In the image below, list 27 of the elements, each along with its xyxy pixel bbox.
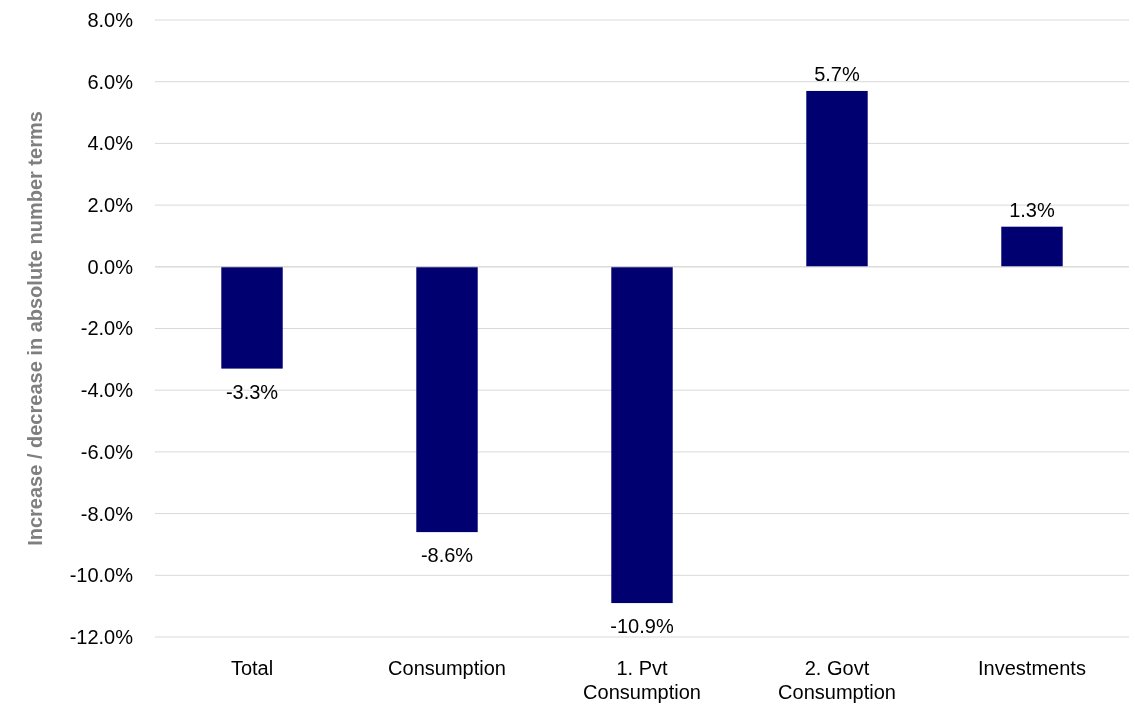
y-tick-label: 0.0% bbox=[87, 255, 134, 278]
y-tick-label: 2.0% bbox=[87, 194, 134, 216]
bar bbox=[1001, 226, 1063, 267]
data-label: 5.7% bbox=[814, 62, 860, 85]
bar bbox=[806, 90, 868, 267]
x-tick-label: 2. Govt Consumption bbox=[778, 657, 896, 703]
y-axis-title: Increase / decrease in absolute number terms bbox=[24, 111, 46, 546]
y-tick-label: -12.0% bbox=[69, 625, 134, 648]
data-label: 1.3% bbox=[1009, 198, 1055, 221]
y-tick-label: -4.0% bbox=[80, 379, 134, 402]
bar bbox=[416, 266, 478, 533]
x-tick-label: Consumption bbox=[388, 657, 506, 679]
y-tick-label: -6.0% bbox=[80, 440, 134, 463]
y-tick-label: 4.0% bbox=[87, 132, 134, 155]
bar bbox=[221, 266, 283, 369]
data-label: -3.3% bbox=[225, 380, 279, 403]
x-tick-label: Total bbox=[230, 657, 274, 679]
x-tick-label: 1. Pvt Consumption bbox=[583, 657, 701, 703]
bar bbox=[611, 266, 673, 604]
x-tick-label: Investments bbox=[978, 657, 1086, 679]
y-tick-label: 6.0% bbox=[87, 70, 134, 93]
y-tick-label: 8.0% bbox=[87, 8, 134, 31]
y-tick-label: -10.0% bbox=[69, 564, 134, 587]
data-label: -10.9% bbox=[610, 615, 674, 638]
y-tick-label: -2.0% bbox=[80, 317, 134, 340]
data-label: -8.6% bbox=[420, 544, 474, 567]
y-tick-label: -8.0% bbox=[80, 502, 134, 525]
